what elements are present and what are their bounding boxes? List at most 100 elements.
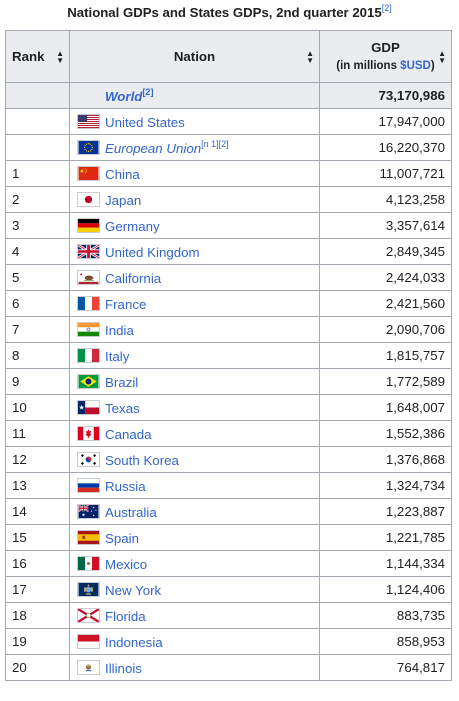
gdp-cell: 2,090,706 [319, 316, 452, 343]
nation-link[interactable]: South Korea [105, 452, 179, 468]
flag-germany-icon[interactable] [77, 218, 100, 234]
nation-link[interactable]: Brazil [105, 374, 139, 390]
nation-link[interactable]: Spain [105, 530, 140, 546]
sort-arrows-icon[interactable]: ▲ ▼ [438, 48, 446, 65]
nation-link[interactable]: Florida [105, 608, 146, 624]
table-row: 17 New York 1,124,406 [5, 576, 452, 603]
flag-india-icon[interactable] [77, 322, 100, 338]
rank-cell: 10 [5, 394, 70, 421]
gdp-cell: 1,124,406 [319, 576, 452, 603]
nation-column-header[interactable]: Nation ▲ ▼ [69, 30, 320, 83]
flag-new-york-icon[interactable] [77, 582, 100, 598]
gdp-cell: 764,817 [319, 654, 452, 681]
flag-russia-icon[interactable] [77, 478, 100, 494]
flag-florida-icon[interactable] [77, 608, 100, 624]
flag-usa-icon[interactable] [77, 114, 100, 130]
table-row: 11 Canada 1,552,386 [5, 420, 452, 447]
gdp-cell: 1,772,589 [319, 368, 452, 395]
table-row: 4 United Kingdom 2,849,345 [5, 238, 452, 265]
rank-cell [5, 82, 70, 109]
table-row: European Union[n 1][2] 16,220,370 [5, 134, 452, 161]
nation-link[interactable]: Germany [105, 218, 160, 234]
flag-france-icon[interactable] [77, 296, 100, 312]
rank-cell: 9 [5, 368, 70, 395]
nation-link[interactable]: Australia [105, 504, 157, 520]
nation-link[interactable]: Russia [105, 478, 146, 494]
nation-link[interactable]: United States [105, 114, 185, 130]
nation-cell: Japan [69, 186, 320, 213]
flag-spain-icon[interactable] [77, 530, 100, 546]
gdp-cell: 4,123,258 [319, 186, 452, 213]
flag-south-korea-icon[interactable] [77, 452, 100, 468]
gdp-header-unit: (in millions $USD) [326, 57, 445, 75]
nation-cell: Spain [69, 524, 320, 551]
nation-link[interactable]: Texas [105, 400, 140, 416]
flag-uk-icon[interactable] [77, 244, 100, 260]
table-row: 5 California 2,424,033 [5, 264, 452, 291]
sort-arrows-icon[interactable]: ▲ ▼ [306, 48, 314, 65]
gdp-cell: 17,947,000 [319, 108, 452, 135]
nation-ref-link[interactable]: [n 1][2] [201, 138, 229, 149]
nation-link[interactable]: France [105, 296, 147, 312]
flag-mexico-icon[interactable] [77, 556, 100, 572]
nation-link[interactable]: Mexico [105, 556, 148, 572]
gdp-cell: 16,220,370 [319, 134, 452, 161]
table-row: 10 Texas 1,648,007 [5, 394, 452, 421]
flag-italy-icon[interactable] [77, 348, 100, 364]
flag-eu-icon[interactable] [77, 140, 100, 156]
table-row: 8 Italy 1,815,757 [5, 342, 452, 369]
table-row: 16 Mexico 1,144,334 [5, 550, 452, 577]
flag-indonesia-icon[interactable] [77, 634, 100, 650]
table-row: 18 Florida 883,735 [5, 602, 452, 629]
nation-link[interactable]: Japan [105, 192, 142, 208]
nation-link[interactable]: Italy [105, 348, 130, 364]
table-row: 14 Australia 1,223,887 [5, 498, 452, 525]
nation-cell: Florida [69, 602, 320, 629]
rank-cell: 11 [5, 420, 70, 447]
nation-cell: France [69, 290, 320, 317]
flag-australia-icon[interactable] [77, 504, 100, 520]
rank-cell: 8 [5, 342, 70, 369]
gdp-cell: 3,357,614 [319, 212, 452, 239]
world-ref-link[interactable]: [2] [142, 86, 154, 97]
nation-cell: Mexico [69, 550, 320, 577]
flag-japan-icon[interactable] [77, 192, 100, 208]
gdp-cell: 2,849,345 [319, 238, 452, 265]
rank-cell: 19 [5, 628, 70, 655]
usd-link[interactable]: $USD [400, 59, 431, 72]
rank-cell: 13 [5, 472, 70, 499]
gdp-unit-prefix: (in millions [336, 59, 401, 72]
rank-cell: 20 [5, 654, 70, 681]
table-row: 6 France 2,421,560 [5, 290, 452, 317]
nation-cell: Italy [69, 342, 320, 369]
nation-link[interactable]: India [105, 322, 134, 338]
table-row: 19 Indonesia 858,953 [5, 628, 452, 655]
flag-brazil-icon[interactable] [77, 374, 100, 390]
table-row: 1 China 11,007,721 [5, 160, 452, 187]
gdp-table: Rank ▲ ▼ Nation ▲ ▼ GDP (in millions $USD)… [5, 30, 452, 681]
flag-illinois-icon[interactable] [77, 660, 100, 676]
rank-column-header[interactable]: Rank ▲ ▼ [5, 30, 70, 83]
flag-california-icon[interactable] [77, 270, 100, 286]
gdp-cell: 883,735 [319, 602, 452, 629]
sort-arrows-icon[interactable]: ▲ ▼ [56, 48, 64, 65]
nation-link[interactable]: Illinois [105, 660, 142, 676]
nation-link[interactable]: New York [105, 582, 162, 598]
gdp-column-header[interactable]: GDP (in millions $USD) ▲ ▼ [319, 30, 452, 83]
nation-link[interactable]: Canada [105, 426, 152, 442]
flag-texas-icon[interactable] [77, 400, 100, 416]
nation-cell: Germany [69, 212, 320, 239]
flag-canada-icon[interactable] [77, 426, 100, 442]
nation-link[interactable]: California [105, 270, 162, 286]
rank-header-label: Rank [12, 49, 45, 64]
nation-link[interactable]: China [105, 166, 140, 182]
nation-cell: Texas [69, 394, 320, 421]
nation-link[interactable]: European Union [105, 140, 202, 156]
nation-link[interactable]: Indonesia [105, 634, 163, 650]
rank-cell: 3 [5, 212, 70, 239]
nation-link[interactable]: United Kingdom [105, 244, 200, 260]
caption-ref-link[interactable]: [2] [381, 3, 392, 13]
flag-china-icon[interactable] [77, 166, 100, 182]
world-link[interactable]: World [105, 88, 143, 104]
rank-cell: 18 [5, 602, 70, 629]
